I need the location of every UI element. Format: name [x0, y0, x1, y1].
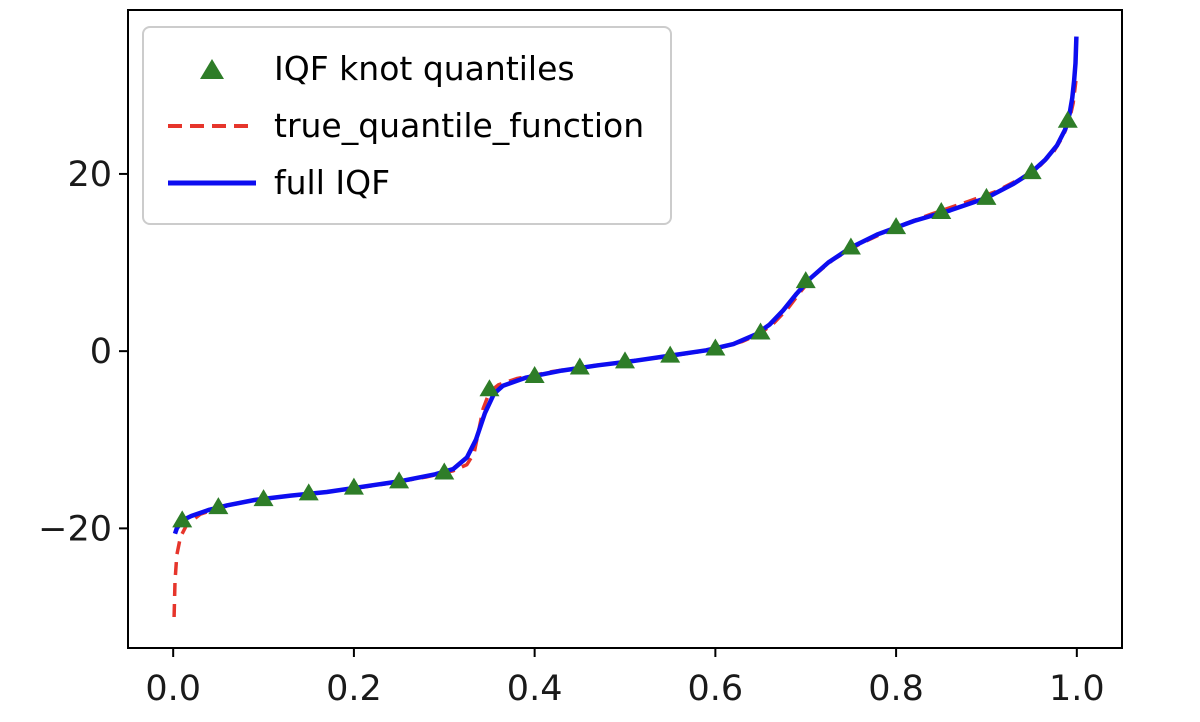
y-tick-label: 20	[67, 155, 112, 195]
legend: IQF knot quantiles true_quantile_functio…	[142, 26, 673, 225]
y-tick-label: 0	[90, 332, 112, 372]
legend-item-true-quantile-function: true_quantile_function	[160, 97, 644, 154]
knot-quantile-marker	[253, 489, 274, 507]
knot-quantile-marker	[1057, 110, 1078, 128]
knot-quantile-marker	[615, 351, 635, 369]
knot-quantile-marker	[976, 187, 997, 205]
legend-item-knot-quantiles: IQF knot quantiles	[160, 40, 644, 97]
knot-quantile-marker	[208, 497, 229, 515]
knot-quantile-marker	[524, 365, 545, 383]
knot-quantile-marker	[840, 237, 861, 255]
axes-frame	[127, 9, 1123, 649]
knot-quantile-marker	[705, 338, 726, 356]
y-tick-label: −20	[38, 509, 112, 549]
knot-quantile-marker	[569, 357, 590, 375]
x-tick-label: 0.2	[326, 669, 382, 709]
knot-quantile-marker	[886, 217, 907, 235]
knot-quantile-marker	[343, 477, 364, 495]
knot-quantile-marker	[795, 271, 816, 289]
x-tick-label: 0.8	[868, 669, 924, 709]
knot-quantile-marker	[750, 322, 771, 340]
knot-quantile-marker	[389, 471, 410, 489]
x-tick-label: 0.4	[507, 669, 563, 709]
x-tick-label: 0.0	[145, 669, 201, 709]
knot-quantile-marker	[298, 483, 319, 501]
knot-quantile-marker	[1021, 162, 1042, 180]
dashed-line-marker-icon	[160, 122, 264, 130]
knot-quantile-marker	[172, 510, 193, 528]
legend-item-full-iqf: full IQF	[160, 154, 644, 211]
knot-quantile-marker	[931, 202, 952, 220]
legend-triangle-glyph	[200, 58, 224, 79]
legend-label-true-quantile-function: true_quantile_function	[274, 106, 645, 145]
knot-quantile-marker	[660, 345, 681, 363]
x-tick-label: 0.6	[688, 669, 744, 709]
legend-label-full-iqf: full IQF	[274, 163, 391, 202]
legend-label-knot-quantiles: IQF knot quantiles	[274, 49, 575, 88]
triangle-marker-icon	[160, 57, 264, 81]
solid-line-marker-icon	[160, 179, 264, 187]
x-tick-label: 1.0	[1049, 669, 1105, 709]
knot-quantile-marker	[434, 462, 455, 480]
knot-quantile-marker	[479, 379, 500, 397]
